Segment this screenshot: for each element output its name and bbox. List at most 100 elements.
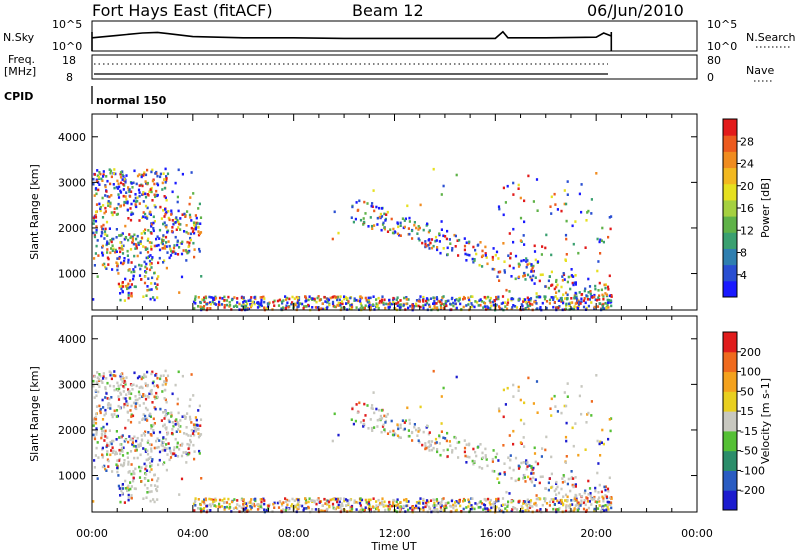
power-cell [162,222,165,226]
velocity-cell [127,388,130,391]
power-cell [136,199,139,203]
velocity-cell [555,508,558,511]
power-cell [561,275,564,278]
velocity-cell [327,500,331,504]
power-cell [93,235,97,239]
velocity-cell [535,380,539,383]
velocity-cell [146,441,149,444]
velocity-cell [202,509,205,513]
power-cell [132,277,135,281]
power-cell [449,242,452,245]
velocity-cell [465,461,468,464]
velocity-cell [349,506,352,509]
velocity-cell [107,465,110,468]
velocity-cell [122,446,125,450]
velocity-cell [556,410,559,413]
velocity-cell [399,436,402,439]
velocity-cell [323,497,326,501]
power-cell [171,190,174,194]
velocity-cell [163,417,166,420]
velocity-cell [112,439,115,443]
power-cell [466,253,469,257]
power-cell [166,229,170,233]
velocity-cell [146,487,149,490]
power-cell [103,237,106,240]
velocity-cell [138,396,141,400]
power-cell [95,231,98,234]
velocity-cell [503,462,506,465]
velocity-cell [574,476,577,479]
velocity-cell [425,503,429,507]
velocity-cell [122,396,125,400]
velocity-cell [328,505,331,509]
power-cell [123,200,126,204]
velocity-cell [354,419,357,423]
velocity-cell [598,496,601,499]
velocity-cell [124,487,127,490]
power-cell [168,256,171,260]
velocity-cell [529,504,532,508]
power-cell [550,253,553,257]
velocity-cell [202,500,205,504]
power-cell [531,303,534,306]
power-cell [163,178,166,181]
velocity-cell [507,500,510,504]
velocity-cell [349,498,352,502]
power-cell [325,307,328,310]
power-cell [129,279,132,282]
power-cell [93,173,96,176]
velocity-cell [528,506,532,509]
power-cell [101,179,104,182]
velocity-cell [531,468,534,472]
velocity-cell [605,495,608,499]
velocity-cell [304,498,308,502]
power-cell [176,195,179,199]
velocity-cell [192,394,195,397]
power-cell [605,306,608,310]
power-cell [107,263,110,266]
velocity-cell [569,489,572,493]
velocity-cell [445,506,448,510]
power-cell [167,210,170,213]
power-cell [150,288,153,291]
time-tick-label: 12:00 [379,527,411,540]
velocity-cell [148,414,151,417]
power-cell [544,246,547,250]
velocity-cell [245,504,249,508]
power-cell [429,241,432,245]
power-cell [135,246,138,250]
power-cell [367,225,370,228]
power-cell [122,203,126,207]
velocity-cell [146,458,149,461]
power-cell [503,260,506,263]
power-cell [133,254,136,258]
power-cell [120,287,123,291]
power-cell [189,216,192,219]
velocity-cell [392,500,395,504]
velocity-cell [556,499,559,503]
freq-tick-top: 18 [62,54,76,67]
power-cell [119,172,122,176]
power-cell [607,306,610,309]
power-cell [176,200,179,204]
velocity-cell [385,504,388,508]
velocity-cell [166,433,169,436]
power-cell [586,298,589,301]
velocity-cell [154,407,157,411]
velocity-cell [305,501,308,504]
velocity-cell [380,503,384,506]
velocity-cell [394,509,397,512]
power-cell [134,203,137,206]
velocity-cell [152,429,155,432]
velocity-cell [246,508,249,512]
power-cell [383,226,386,229]
velocity-cell [435,508,438,512]
velocity-cell [119,377,123,381]
velocity-cell [115,438,118,441]
power-cell [465,304,468,307]
velocity-cell [165,447,168,450]
velocity-cell [483,504,487,507]
velocity-cell [95,427,98,430]
velocity-cell [462,507,465,511]
